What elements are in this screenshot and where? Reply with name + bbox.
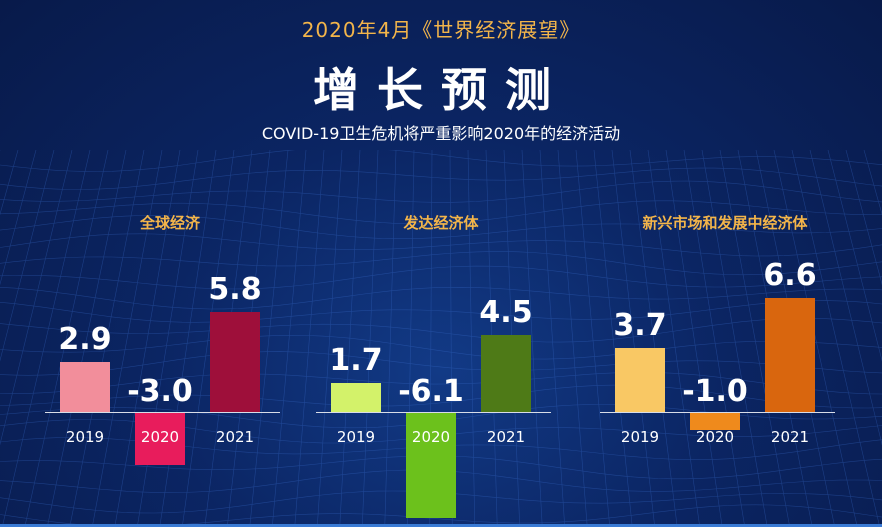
bottom-accent-bar	[0, 524, 882, 527]
value-label: -3.0	[127, 374, 193, 409]
bar-2019	[615, 348, 665, 412]
bar-2020	[406, 413, 456, 518]
bar-2021	[765, 298, 815, 412]
chart-title: 新兴市场和发展中经济体	[642, 214, 808, 232]
chart-panel-advanced: 发达经济体 1.7 2019 -6.1 2020 4.5 2021	[316, 0, 566, 527]
bar-2019	[331, 382, 381, 412]
value-label: -6.1	[398, 374, 464, 409]
value-label: -1.0	[682, 374, 748, 409]
x-tick-label: 2021	[486, 428, 526, 446]
x-tick-label: 2019	[620, 428, 660, 446]
page-title: 增长预测	[313, 63, 569, 117]
x-tick-label: 2020	[140, 428, 180, 446]
bar-2021	[210, 312, 260, 412]
value-label: 1.7	[329, 342, 383, 378]
x-tick-label: 2021	[215, 428, 255, 446]
x-tick-label: 2019	[65, 428, 105, 446]
bar-2020	[690, 413, 740, 431]
value-label: 3.7	[613, 308, 667, 344]
background-grid	[0, 150, 882, 527]
x-tick-label: 2021	[770, 428, 810, 446]
x-tick-label: 2020	[411, 428, 451, 446]
chart-panel-global: 全球经济 2.9 2019 -3.0 2020 5.8 2021	[45, 0, 295, 527]
value-label: 4.5	[479, 294, 533, 330]
chart-title: 全球经济	[139, 214, 200, 232]
axis-baseline	[316, 412, 551, 413]
bar-2019	[60, 362, 110, 412]
x-tick-label: 2019	[336, 428, 376, 446]
value-label: 2.9	[58, 322, 112, 358]
bar-2020	[135, 413, 185, 465]
x-tick-label: 2020	[695, 428, 735, 446]
page-description: COVID-19卫生危机将严重影响2020年的经济活动	[261, 124, 621, 143]
chart-title: 发达经济体	[403, 214, 479, 232]
value-label: 6.6	[763, 258, 817, 294]
axis-baseline	[600, 412, 835, 413]
chart-panel-emerging: 新兴市场和发展中经济体 3.7 2019 -1.0 2020 6.6 2021	[600, 0, 850, 527]
report-subtitle: 2020年4月《世界经济展望》	[301, 18, 581, 42]
value-label: 5.8	[208, 272, 262, 308]
axis-baseline	[45, 412, 280, 413]
bar-2021	[481, 334, 531, 412]
